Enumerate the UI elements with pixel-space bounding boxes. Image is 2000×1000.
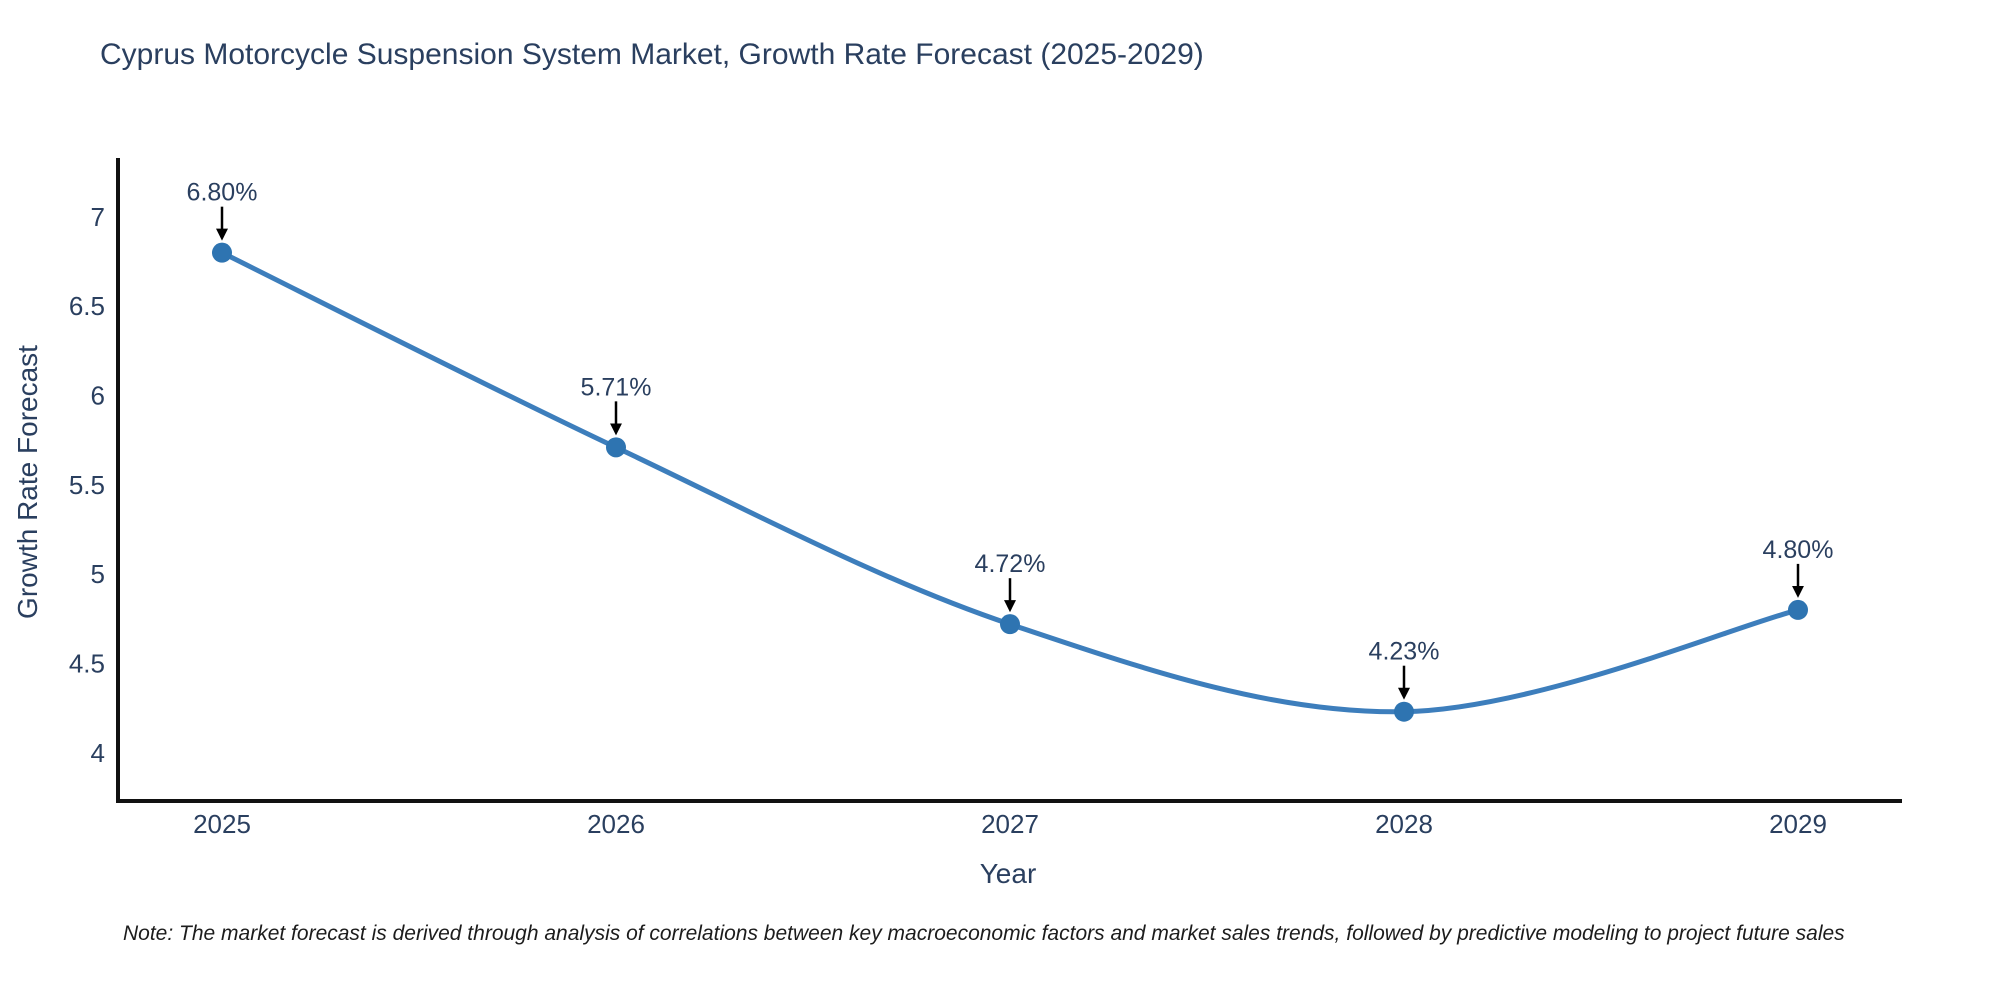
y-tick-label: 5	[91, 559, 105, 589]
annotation-label: 4.80%	[1763, 536, 1834, 564]
annotation-label: 6.80%	[187, 179, 258, 207]
x-tick-label: 2028	[1375, 809, 1433, 839]
x-tick-label: 2025	[193, 809, 251, 839]
forecast-line	[219, 250, 1801, 715]
data-point-marker	[606, 437, 626, 458]
x-tick-label: 2029	[1769, 809, 1827, 839]
y-tick-label: 7	[91, 202, 105, 232]
annotation-label: 4.72%	[975, 550, 1046, 578]
y-tick-label: 6	[91, 381, 105, 411]
y-tick-label: 4.5	[69, 648, 105, 678]
y-axis-title: Growth Rate Forecast	[12, 345, 43, 619]
footnote: Note: The market forecast is derived thr…	[123, 922, 1845, 945]
x-axis-title: Year	[979, 858, 1037, 889]
y-tick-label: 4	[91, 738, 105, 768]
data-point-marker	[1788, 599, 1808, 620]
x-tick-label: 2027	[981, 809, 1039, 839]
chart-title: Cyprus Motorcycle Suspension System Mark…	[100, 38, 1204, 71]
data-point-marker	[212, 242, 232, 263]
annotation-label: 5.71%	[581, 373, 652, 401]
data-point-marker	[1000, 614, 1020, 635]
y-tick-label: 5.5	[69, 470, 105, 500]
y-tick-label: 6.5	[69, 291, 105, 321]
x-tick-label: 2026	[587, 809, 645, 839]
annotation-label: 4.23%	[1369, 638, 1440, 666]
data-point-marker	[1394, 701, 1414, 722]
